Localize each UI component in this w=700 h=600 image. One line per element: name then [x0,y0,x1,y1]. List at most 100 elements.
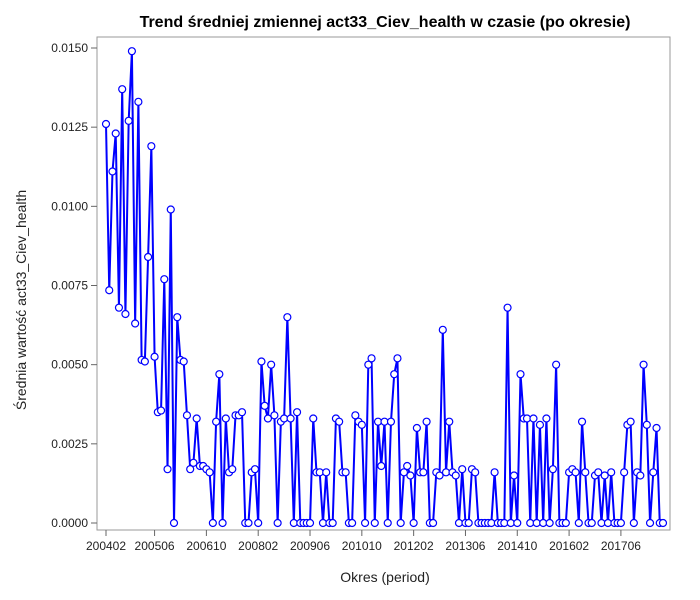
data-point [208,518,217,528]
data-point [649,468,658,477]
data-point [179,357,188,366]
data-point [267,360,276,369]
data-point [186,465,195,474]
data-point [390,370,399,379]
data-point [108,167,117,176]
x-tick-label: 200906 [290,539,330,553]
data-point [124,116,133,125]
data-point [399,468,409,477]
y-tick-label: 0.0100 [51,199,88,213]
data-point [134,97,143,106]
data-point [616,518,626,528]
data-point [403,461,412,471]
data-point [639,360,648,369]
data-point [360,518,370,528]
data-point [215,370,224,379]
data-point [218,518,227,528]
data-point [105,286,114,295]
data-point [490,468,499,477]
data-point [409,518,418,528]
data-point [542,414,551,423]
data-point [348,518,357,528]
data-point [127,47,137,56]
data-point [147,142,156,151]
data-point [111,129,120,138]
chart-title: Trend średniej zmiennej act33_Ciev_healt… [140,14,631,31]
data-point [458,465,467,474]
x-tick-label: 200506 [135,539,175,553]
data-point [577,417,587,426]
data-point [574,518,583,528]
data-point [571,468,580,477]
data-point [383,518,392,528]
data-point [412,423,421,433]
y-tick-label: 0.0150 [51,41,88,55]
data-point [594,468,603,477]
data-point [581,468,590,477]
data-point [428,518,438,528]
data-point [257,357,266,366]
data-point [377,461,386,471]
data-point [212,417,221,426]
x-axis-label: Okres (period) [340,569,429,585]
x-tick-label: 200802 [238,539,278,553]
y-tick-label: 0.0000 [51,516,88,530]
data-point [341,468,350,477]
data-point [263,414,273,423]
data-point [328,518,337,528]
x-tick-label: 201010 [342,539,382,553]
x-tick-label: 201602 [549,539,589,553]
data-point [367,354,376,363]
data-point [166,205,175,214]
data-point [244,518,253,528]
series-layer [101,47,668,528]
data-point [305,518,315,528]
data-point [503,303,512,312]
data-point [221,414,230,423]
data-point [250,465,260,474]
data-point [464,518,473,528]
x-tick-label: 201410 [497,539,537,553]
data-point [351,411,360,420]
data-point [189,458,198,467]
data-point [335,417,344,426]
data-point [548,465,557,474]
data-point [513,518,522,528]
data-point [286,414,295,423]
data-point [273,518,282,528]
data-point [160,275,169,284]
data-point [192,414,201,423]
data-point [561,518,570,528]
data-point [529,414,538,423]
data-point [131,319,140,328]
data-point [205,468,214,477]
data-point [471,468,480,477]
data-point [140,357,149,366]
data-point [357,420,366,429]
x-axis: 200402 200506 200610 200802 200906 201010 2012… [86,530,641,553]
data-point [435,471,444,480]
y-axis-label: Średnia wartość act33_Ciev_health [12,190,29,410]
data-point [509,471,519,480]
data-point [163,465,172,474]
x-tick-label: 200402 [86,539,126,553]
data-point [309,414,318,423]
y-axis: 0.0000 0.0025 0.0050 0.0075 0.0100 0.0125 0.01… [51,41,97,530]
data-point [156,406,166,415]
data-point [292,408,302,417]
y-tick-label: 0.0125 [51,120,88,134]
data-point [626,417,635,426]
data-point [516,370,525,379]
data-point [237,408,247,417]
data-point [629,518,638,528]
data-point [620,468,629,477]
x-tick-label: 200610 [186,539,226,553]
data-point [169,518,179,528]
data-point [150,352,159,361]
data-point [364,360,373,369]
data-point [422,417,431,426]
data-point [587,518,596,528]
data-point [101,119,111,129]
data-point [143,252,153,262]
